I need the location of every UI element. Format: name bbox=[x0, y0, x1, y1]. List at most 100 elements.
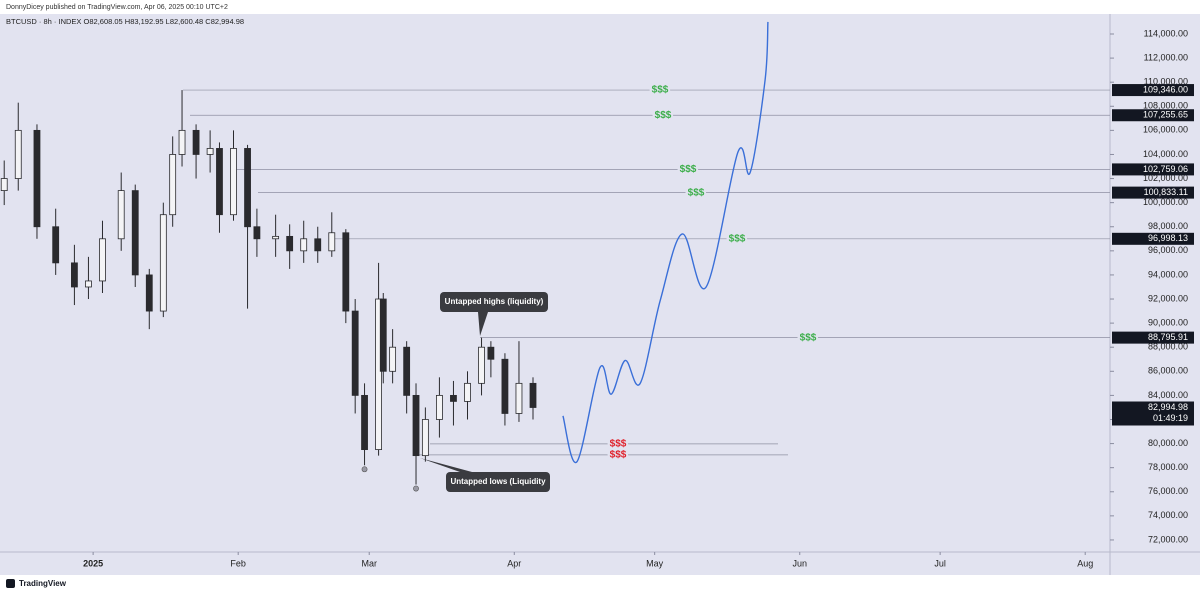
y-tick-label: 96,000.00 bbox=[1148, 245, 1188, 255]
level-label: 102,759.06 bbox=[1143, 164, 1188, 174]
candle-body bbox=[375, 298, 382, 451]
level-marker: $$$ bbox=[688, 187, 705, 198]
header-bar bbox=[0, 0, 1200, 14]
brand-logo: TradingView bbox=[6, 579, 67, 588]
y-tick-label: 90,000.00 bbox=[1148, 317, 1188, 327]
candle-body bbox=[501, 358, 509, 414]
candle-body bbox=[464, 382, 471, 402]
plot-background bbox=[0, 14, 1200, 575]
x-tick-label: 2025 bbox=[83, 558, 103, 568]
publisher: DonnyDicey published on TradingView.com,… bbox=[6, 4, 228, 11]
y-tick-label: 108,000.00 bbox=[1143, 101, 1188, 111]
candle-body bbox=[412, 394, 420, 457]
level-marker: $$$ bbox=[680, 164, 697, 175]
callout-box bbox=[446, 472, 550, 492]
candle-body bbox=[99, 238, 106, 282]
y-tick-label: 98,000.00 bbox=[1148, 221, 1188, 231]
y-tick-label: 112,000.00 bbox=[1144, 52, 1188, 62]
candle-body bbox=[286, 235, 294, 252]
candle-body bbox=[450, 394, 457, 402]
y-tick-label: 92,000.00 bbox=[1148, 293, 1188, 303]
countdown: 01:49:19 bbox=[1153, 413, 1188, 423]
x-tick-label: Feb bbox=[230, 558, 246, 568]
candle-body bbox=[515, 382, 523, 414]
y-tick-label: 100,000.00 bbox=[1143, 197, 1188, 207]
candle-body bbox=[421, 419, 429, 457]
y-tick-label: 110,000.00 bbox=[1144, 77, 1188, 87]
candle-body bbox=[403, 346, 411, 396]
y-tick-label: 94,000.00 bbox=[1148, 269, 1188, 279]
x-tick-label: Aug bbox=[1077, 558, 1093, 568]
y-tick-label: 88,000.00 bbox=[1148, 342, 1188, 352]
level-marker: $$$ bbox=[655, 110, 672, 121]
level-label-box bbox=[1112, 109, 1194, 122]
candle-body bbox=[169, 154, 177, 216]
y-tick-label: 72,000.00 bbox=[1148, 534, 1188, 544]
candle-body bbox=[192, 129, 200, 155]
footer-bar bbox=[0, 575, 1200, 592]
current-price-label: 82,994.98 bbox=[1148, 402, 1188, 412]
x-tick-label: May bbox=[646, 558, 664, 568]
candle-body bbox=[529, 382, 537, 408]
low-dot bbox=[361, 466, 368, 473]
level-label-box bbox=[1112, 331, 1194, 344]
candle-body bbox=[85, 280, 92, 288]
candle-body bbox=[379, 298, 387, 372]
candle-body bbox=[478, 346, 485, 384]
candle-body bbox=[159, 214, 167, 312]
y-tick-label: 74,000.00 bbox=[1148, 510, 1188, 520]
candle-body bbox=[71, 262, 78, 288]
candle-body bbox=[230, 148, 237, 216]
candle-body bbox=[389, 346, 397, 372]
callout-text: Untapped lows (Liquidity bbox=[450, 477, 546, 486]
low-dot bbox=[413, 485, 419, 492]
logo-icon bbox=[6, 579, 15, 588]
candle-body bbox=[328, 232, 336, 252]
candle-body bbox=[244, 148, 251, 228]
callout-box bbox=[440, 292, 548, 312]
y-tick-label: 106,000.00 bbox=[1143, 125, 1188, 135]
x-tick-label: Jun bbox=[792, 558, 807, 568]
y-tick-label: 114,000.00 bbox=[1144, 28, 1188, 38]
level-label-box bbox=[1112, 232, 1194, 245]
level-label: 100,833.11 bbox=[1144, 187, 1188, 197]
candle-body bbox=[272, 235, 280, 240]
y-tick-label: 76,000.00 bbox=[1148, 486, 1188, 496]
x-tick-label: Jul bbox=[934, 558, 946, 568]
y-tick-label: 104,000.00 bbox=[1143, 149, 1188, 159]
y-tick-label: 78,000.00 bbox=[1148, 462, 1188, 472]
candle-body bbox=[216, 148, 223, 216]
level-marker: $$$ bbox=[610, 450, 627, 461]
level-label: 107,255.65 bbox=[1143, 110, 1188, 120]
x-tick-label: Apr bbox=[507, 558, 521, 568]
candle-body bbox=[487, 346, 495, 360]
level-marker: $$$ bbox=[610, 439, 627, 450]
candle-body bbox=[145, 274, 153, 312]
candle-body bbox=[314, 238, 322, 252]
symbol-line: BTCUSD · 8h · INDEX O82,608.05 H83,192.9… bbox=[6, 17, 244, 26]
candle-body bbox=[52, 226, 60, 264]
candle-body bbox=[206, 148, 214, 155]
candle-body bbox=[342, 232, 350, 312]
level-label-box bbox=[1112, 186, 1194, 199]
x-tick-label: Mar bbox=[361, 558, 377, 568]
level-marker: $$$ bbox=[729, 233, 746, 244]
y-tick-label: 102,000.00 bbox=[1143, 173, 1188, 183]
callout-text: Untapped highs (liquidity) bbox=[445, 297, 544, 306]
candle-body bbox=[253, 226, 261, 240]
level-label-box bbox=[1112, 84, 1194, 97]
candle-body bbox=[178, 129, 186, 155]
current-price-box bbox=[1112, 401, 1194, 426]
candle-body bbox=[33, 129, 41, 228]
candle-body bbox=[117, 190, 125, 240]
brand: TradingView bbox=[19, 579, 67, 588]
candle-body bbox=[131, 190, 139, 276]
level-label-box bbox=[1112, 163, 1194, 176]
candle-body bbox=[361, 394, 368, 451]
level-label: 96,998.13 bbox=[1148, 233, 1188, 243]
y-tick-label: 86,000.00 bbox=[1148, 366, 1188, 376]
candle-body bbox=[436, 394, 443, 420]
candle-body bbox=[351, 310, 359, 396]
